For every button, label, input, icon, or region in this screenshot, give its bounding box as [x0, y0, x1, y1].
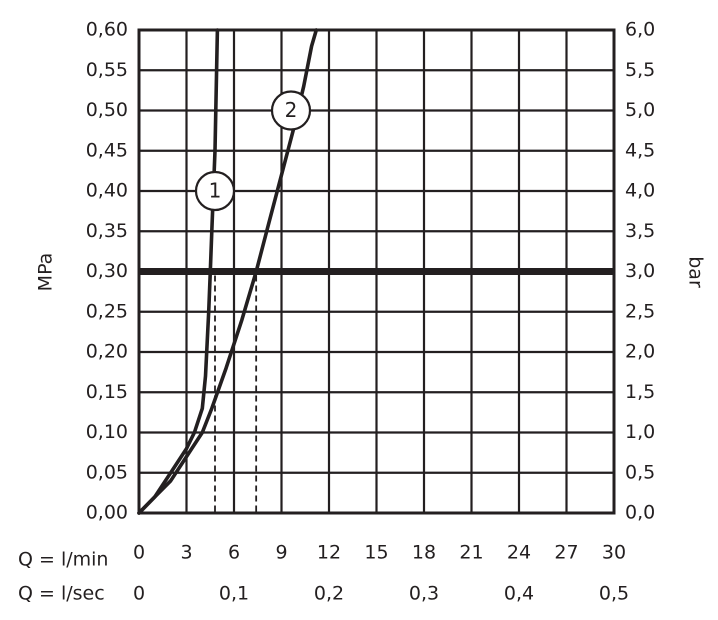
y-left-tick-label: 0,50	[86, 99, 128, 121]
x2-axis-unit-label: Q = l/sec	[18, 583, 105, 605]
y-left-tick-label: 0,25	[86, 300, 128, 322]
curve-1	[137, 28, 220, 515]
x2-tick-label: 0,1	[219, 583, 249, 605]
x-ticks: 0 3 6 9 12 15 18 21 24 27 30	[133, 542, 626, 564]
y-right-tick-label: 0,5	[625, 461, 655, 483]
curve-label-2: 2	[285, 98, 298, 122]
y-right-tick-label: 4,5	[625, 139, 655, 161]
y-right-tick-label: 5,5	[625, 59, 655, 81]
y-right-tick-label: 3,0	[625, 260, 655, 282]
curve-labels: 12	[194, 90, 312, 212]
x-tick-label: 0	[133, 542, 145, 564]
x-tick-label: 3	[180, 542, 192, 564]
y-right-tick-label: 1,0	[625, 421, 655, 443]
x-tick-label: 21	[459, 542, 483, 564]
x-tick-label: 12	[317, 542, 341, 564]
y-right-ticks: 0,0 0,5 1,0 1,5 2,0 2,5 3,0 3,5 4,0 4,5 5,0 5,5 6,0	[625, 19, 655, 524]
curve-label-1: 1	[209, 179, 222, 203]
y-right-tick-label: 5,0	[625, 99, 655, 121]
x-tick-label: 18	[412, 542, 436, 564]
y-left-ticks: 0,00 0,05 0,10 0,15 0,20 0,25 0,30 0,35 0,40 0,45…	[86, 19, 128, 524]
y-left-tick-label: 0,15	[86, 381, 128, 403]
x2-tick-label: 0,5	[599, 583, 629, 605]
y-left-axis-title: MPa	[35, 253, 57, 292]
x2-tick-label: 0,4	[504, 583, 534, 605]
y-left-tick-label: 0,30	[86, 260, 128, 282]
x-tick-label: 27	[554, 542, 578, 564]
y-right-tick-label: 2,0	[625, 341, 655, 363]
y-left-tick-label: 0,35	[86, 220, 128, 242]
y-left-tick-label: 0,10	[86, 421, 128, 443]
x2-ticks: 0 0,1 0,2 0,3 0,4 0,5	[133, 583, 629, 605]
y-right-tick-label: 0,0	[625, 502, 655, 524]
y-right-tick-label: 1,5	[625, 381, 655, 403]
curve-label-circle-2	[270, 90, 312, 131]
y-left-tick-label: 0,40	[86, 180, 128, 202]
x-tick-label: 15	[364, 542, 388, 564]
x2-tick-label: 0,2	[314, 583, 344, 605]
y-left-tick-label: 0,60	[86, 19, 128, 41]
y-right-tick-label: 3,5	[625, 220, 655, 242]
y-right-tick-label: 6,0	[625, 19, 655, 41]
x-axis-unit-label: Q = l/min	[18, 549, 108, 571]
y-right-axis-title: bar	[685, 256, 707, 288]
y-right-tick-label: 4,0	[625, 180, 655, 202]
y-left-tick-label: 0,20	[86, 341, 128, 363]
x2-tick-label: 0,3	[409, 583, 439, 605]
x2-tick-label: 0	[133, 583, 145, 605]
y-right-tick-label: 2,5	[625, 300, 655, 322]
x-tick-label: 6	[228, 542, 240, 564]
x-tick-label: 9	[275, 542, 287, 564]
y-left-tick-label: 0,05	[86, 461, 128, 483]
y-left-tick-label: 0,00	[86, 502, 128, 524]
x-tick-label: 24	[507, 542, 531, 564]
y-left-tick-label: 0,45	[86, 139, 128, 161]
curve-label-circle-1	[194, 170, 236, 212]
y-left-tick-label: 0,55	[86, 59, 128, 81]
x-tick-label: 30	[602, 542, 626, 564]
